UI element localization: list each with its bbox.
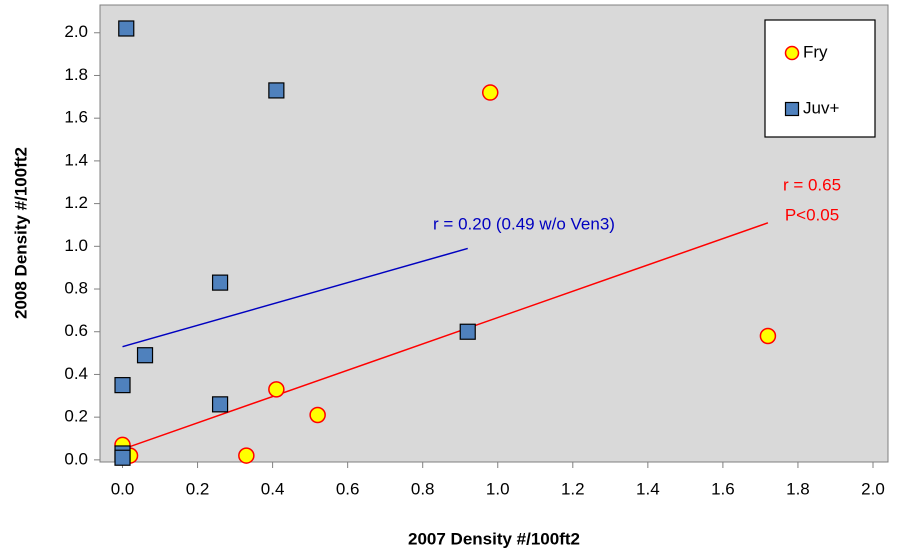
y-tick-label: 1.8 bbox=[64, 65, 88, 84]
legend-marker bbox=[784, 45, 800, 61]
y-tick-label: 1.0 bbox=[64, 236, 88, 255]
marker bbox=[238, 447, 255, 464]
x-tick-label: 0.2 bbox=[186, 479, 210, 498]
x-axis-title: 2007 Density #/100ft2 bbox=[408, 529, 580, 548]
marker bbox=[211, 396, 229, 413]
legend-label: Juv+ bbox=[803, 98, 839, 117]
marker bbox=[136, 347, 154, 364]
marker bbox=[114, 377, 131, 394]
annotation: r = 0.65 bbox=[783, 175, 841, 194]
y-tick-label: 0.6 bbox=[64, 321, 88, 340]
x-tick-label: 1.4 bbox=[636, 479, 660, 498]
x-tick-label: 0.8 bbox=[411, 479, 435, 498]
y-tick-label: 1.2 bbox=[64, 193, 88, 212]
x-tick-label: 1.2 bbox=[561, 479, 585, 498]
x-tick-label: 1.8 bbox=[786, 479, 810, 498]
y-tick-label: 0.2 bbox=[64, 407, 88, 426]
y-tick-label: 2.0 bbox=[64, 22, 88, 41]
legend-marker bbox=[784, 101, 800, 117]
y-tick-label: 1.6 bbox=[64, 108, 88, 127]
marker bbox=[481, 84, 499, 101]
trendline bbox=[122, 247, 468, 348]
plot-area bbox=[99, 4, 889, 463]
x-tick-label: 1.6 bbox=[711, 479, 735, 498]
marker bbox=[211, 274, 229, 291]
legend-label: Fry bbox=[803, 42, 828, 61]
x-tick-label: 2.0 bbox=[861, 479, 885, 498]
x-tick-label: 1.0 bbox=[486, 479, 510, 498]
marker bbox=[114, 449, 131, 466]
y-tick-label: 0.4 bbox=[64, 364, 88, 383]
legend bbox=[764, 19, 876, 138]
marker bbox=[268, 82, 285, 99]
y-tick-label: 0.8 bbox=[64, 279, 88, 298]
y-tick-label: 1.4 bbox=[64, 150, 88, 169]
marker bbox=[459, 323, 476, 340]
marker bbox=[309, 406, 326, 424]
marker bbox=[268, 381, 285, 398]
marker bbox=[118, 20, 135, 37]
x-tick-label: 0.4 bbox=[261, 479, 285, 498]
y-axis-title: 2008 Density #/100ft2 bbox=[11, 147, 30, 319]
annotation: r = 0.20 (0.49 w/o Ven3) bbox=[433, 214, 615, 233]
y-tick-label: 0.0 bbox=[64, 449, 88, 468]
annotation: P<0.05 bbox=[785, 205, 839, 224]
trendline bbox=[122, 222, 769, 450]
marker bbox=[759, 327, 777, 345]
x-tick-label: 0.6 bbox=[336, 479, 360, 498]
x-tick-label: 0.0 bbox=[111, 479, 135, 498]
